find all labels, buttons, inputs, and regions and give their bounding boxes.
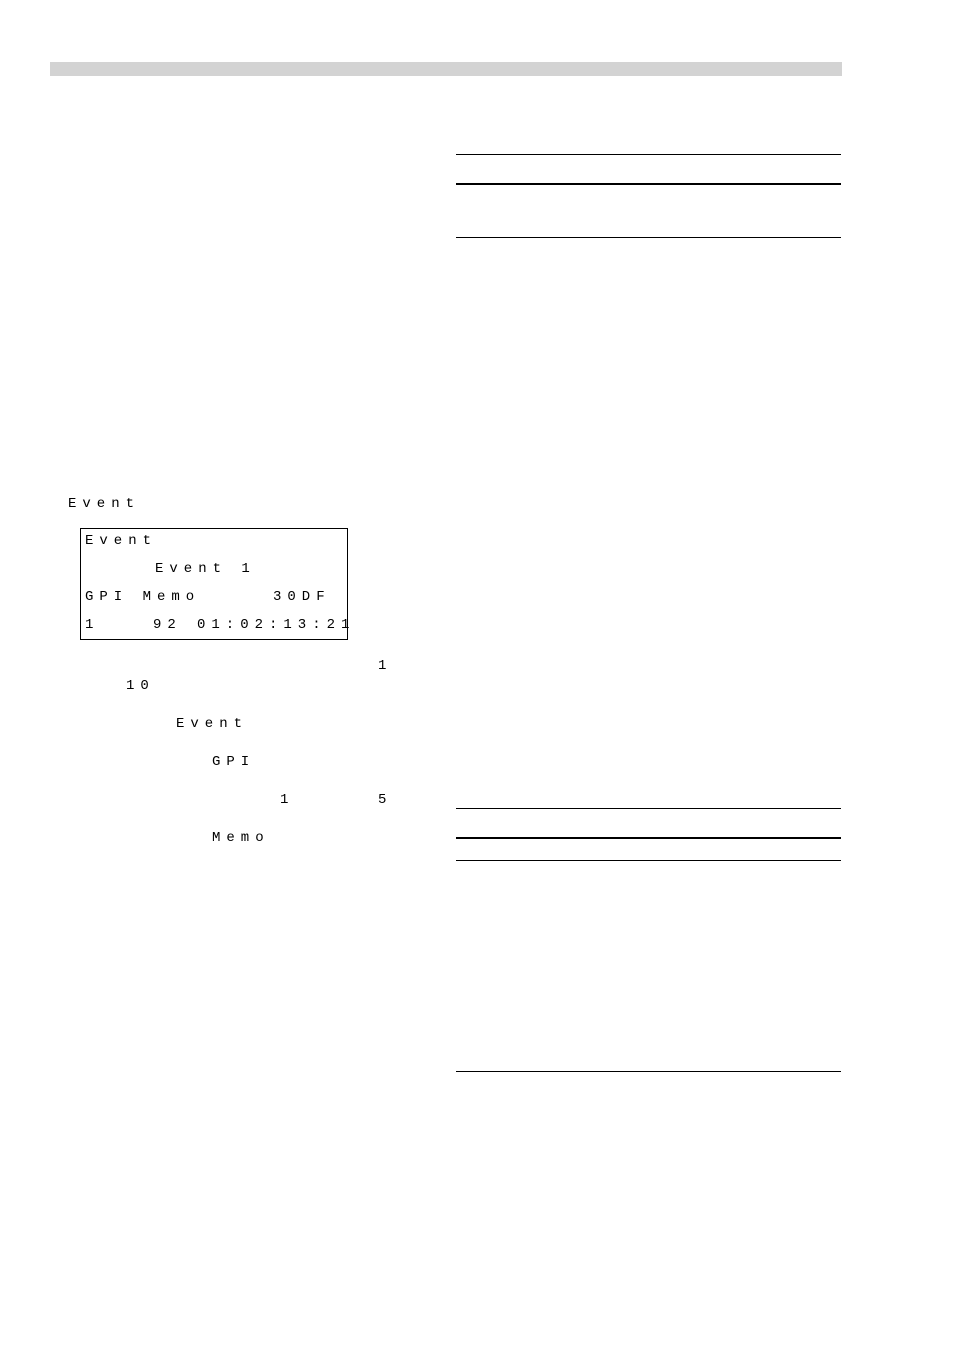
label-memo: Memo (212, 830, 270, 846)
right-line-4 (456, 808, 841, 809)
lcd-row4-left: 1 (85, 617, 99, 633)
label-event-word: Event (176, 716, 248, 732)
lcd-row2: Event 1 (155, 561, 256, 577)
lcd-row1: Event (85, 533, 157, 549)
label-gpi: GPI (212, 754, 255, 770)
label-one-right: 1 (280, 792, 294, 808)
lcd-row3-left: GPI Memo (85, 589, 200, 605)
label-five: 5 (378, 792, 392, 808)
right-line-1 (456, 154, 841, 155)
lcd-row4-mid: 92 (153, 617, 182, 633)
label-ten: 10 (126, 678, 155, 694)
event-label: Event (68, 496, 140, 512)
right-line-5 (456, 837, 841, 839)
lcd-display-box: Event Event 1 GPI Memo 30DF 1 92 01:02:1… (80, 528, 348, 640)
lcd-row3-right: 30DF (273, 589, 331, 605)
label-one: 1 (378, 658, 392, 674)
lcd-row4-right: 01:02:13:21 (197, 617, 355, 633)
right-line-6 (456, 860, 841, 861)
top-gray-bar (50, 62, 842, 76)
right-line-7 (456, 1071, 841, 1072)
right-line-3 (456, 237, 841, 238)
right-line-2 (456, 183, 841, 185)
